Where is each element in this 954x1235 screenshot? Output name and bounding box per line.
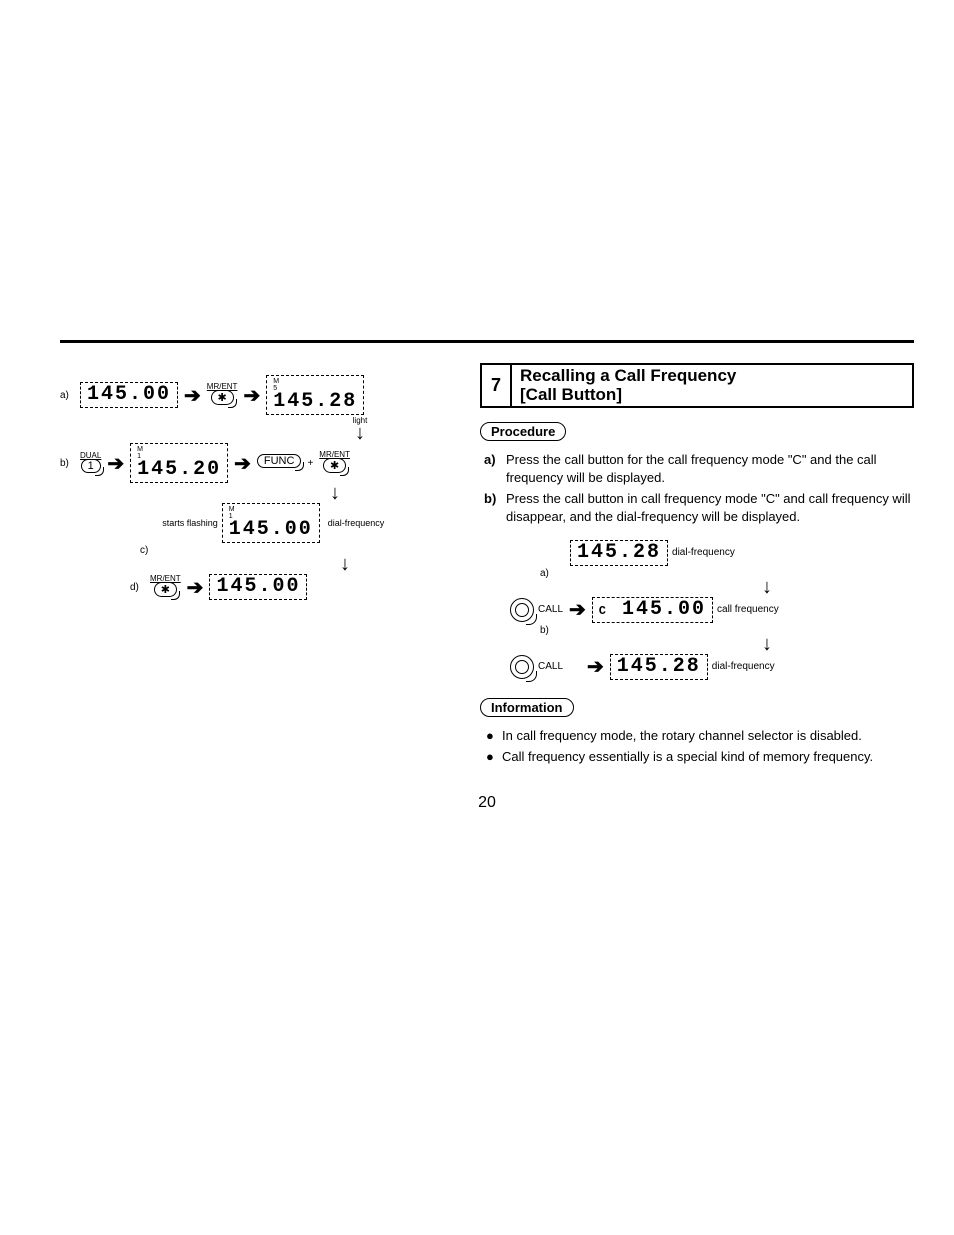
lcd-a1: 145.00 xyxy=(80,382,178,408)
lcd-a2-value: 145.28 xyxy=(273,390,357,413)
top-rule xyxy=(60,340,914,343)
star-button-2: ✱ xyxy=(323,458,346,473)
dial-frequency-label: dial-frequency xyxy=(328,518,385,528)
procedure-item-label: a) xyxy=(484,451,502,486)
information-item-text: Call frequency essentially is a special … xyxy=(502,748,873,766)
arrow-right-icon: ➔ xyxy=(184,383,201,408)
left-row-b: b) DUAL 1 ➔ M1 145.20 ➔ FUNC + MR/ENT ✱ xyxy=(60,443,460,483)
dial-frequency-caption: dial-frequency xyxy=(672,547,735,558)
arrow-right-icon: ➔ xyxy=(234,451,251,476)
dual-button-stack: DUAL 1 xyxy=(80,452,101,475)
one-button: 1 xyxy=(81,459,101,473)
section-title: Recalling a Call Frequency [Call Button] xyxy=(512,365,744,406)
lcd-rd-mid-value: 145.00 xyxy=(622,598,706,621)
knob-icon xyxy=(510,598,534,622)
call-frequency-caption: call frequency xyxy=(717,604,779,615)
left-row-d: d) MR/ENT ✱ ➔ 145.00 xyxy=(130,574,460,600)
step-a-marker: a) xyxy=(540,568,914,579)
step-label-d: d) xyxy=(130,582,146,593)
step-label-c: c) xyxy=(140,545,156,556)
lcd-b-value: 145.20 xyxy=(137,458,221,481)
procedure-list: a) Press the call button for the call fr… xyxy=(480,451,914,525)
information-label: Information xyxy=(480,698,574,717)
two-column-layout: a) 145.00 ➔ MR/ENT ✱ ➔ M5 145.28 light ↓ xyxy=(60,363,914,770)
call-label-2: CALL xyxy=(538,661,563,672)
starts-flashing-label: starts flashing xyxy=(140,518,218,528)
rd-row-top: 145.28 dial-frequency xyxy=(570,540,914,566)
section-header: 7 Recalling a Call Frequency [Call Butto… xyxy=(480,363,914,408)
bullet-icon: ● xyxy=(486,748,496,766)
lcd-a2: M5 145.28 xyxy=(266,375,364,415)
lcd-c: M1 145.00 xyxy=(222,503,320,543)
section-title-line1: Recalling a Call Frequency xyxy=(520,366,736,385)
plus-sign: + xyxy=(307,458,313,469)
left-row-c: starts flashing M1 145.00 dial-frequency xyxy=(60,503,460,543)
procedure-item-label: b) xyxy=(484,490,502,525)
star-button-3: ✱ xyxy=(154,582,177,597)
arrow-right-icon: ➔ xyxy=(243,383,260,408)
procedure-item: b) Press the call button in call frequen… xyxy=(484,490,914,525)
arrow-down-icon: ↓ xyxy=(355,425,365,441)
arrow-right-icon: ➔ xyxy=(107,451,124,476)
knob-icon xyxy=(510,655,534,679)
lcd-rd-bot: 145.28 xyxy=(610,654,708,680)
func-button: FUNC xyxy=(257,454,302,468)
rd-row-bot: CALL ➔ 145.28 dial-frequency xyxy=(510,654,914,680)
lcd-d: 145.00 xyxy=(209,574,307,600)
bullet-icon: ● xyxy=(486,727,496,745)
section-number: 7 xyxy=(482,365,512,406)
mrent-button-stack-3: MR/ENT ✱ xyxy=(150,575,181,599)
procedure-item-text: Press the call button in call frequency … xyxy=(506,490,914,525)
information-item: ● Call frequency essentially is a specia… xyxy=(486,748,914,766)
right-diagram: 145.28 dial-frequency a) ↓ CALL ➔ C 145.… xyxy=(510,540,914,680)
arrow-right-icon: ➔ xyxy=(187,575,204,600)
call-label: CALL xyxy=(538,604,563,615)
mrent-button-stack: MR/ENT ✱ xyxy=(207,383,238,407)
dial-frequency-caption-2: dial-frequency xyxy=(712,661,775,672)
lcd-a1-value: 145.00 xyxy=(87,383,171,406)
step-label-b: b) xyxy=(60,458,76,469)
information-item-text: In call frequency mode, the rotary chann… xyxy=(502,727,862,745)
page-number: 20 xyxy=(60,794,914,812)
arrow-down-icon: ↓ xyxy=(620,579,914,595)
left-row-a: a) 145.00 ➔ MR/ENT ✱ ➔ M5 145.28 xyxy=(60,375,460,415)
arrow-down-icon: ↓ xyxy=(620,636,914,652)
lcd-rd-mid-prefix: C xyxy=(599,604,608,618)
lcd-rd-top: 145.28 xyxy=(570,540,668,566)
star-button: ✱ xyxy=(211,390,234,405)
section-title-line2: [Call Button] xyxy=(520,385,622,404)
right-column: 7 Recalling a Call Frequency [Call Butto… xyxy=(480,363,914,770)
arrow-down-icon: ↓ xyxy=(210,485,460,501)
information-list: ● In call frequency mode, the rotary cha… xyxy=(480,727,914,766)
lcd-b: M1 145.20 xyxy=(130,443,228,483)
step-b-marker: b) xyxy=(540,625,914,636)
lcd-rd-mid: C 145.00 xyxy=(592,597,713,623)
lcd-d-value: 145.00 xyxy=(216,575,300,598)
lcd-c-value: 145.00 xyxy=(229,518,313,541)
lcd-rd-bot-value: 145.28 xyxy=(617,655,701,678)
procedure-item: a) Press the call button for the call fr… xyxy=(484,451,914,486)
arrow-down-icon: ↓ xyxy=(230,556,460,572)
procedure-label: Procedure xyxy=(480,422,566,441)
procedure-item-text: Press the call button for the call frequ… xyxy=(506,451,914,486)
lcd-rd-top-value: 145.28 xyxy=(577,541,661,564)
manual-page: a) 145.00 ➔ MR/ENT ✱ ➔ M5 145.28 light ↓ xyxy=(0,0,954,852)
down-arrow-light: light ↓ xyxy=(260,417,460,441)
information-item: ● In call frequency mode, the rotary cha… xyxy=(486,727,914,745)
arrow-right-icon: ➔ xyxy=(569,597,586,622)
arrow-right-icon: ➔ xyxy=(587,654,604,679)
step-label-a: a) xyxy=(60,390,76,401)
mrent-button-stack-2: MR/ENT ✱ xyxy=(319,451,350,475)
rd-row-mid: CALL ➔ C 145.00 call frequency xyxy=(510,597,914,623)
left-diagram: a) 145.00 ➔ MR/ENT ✱ ➔ M5 145.28 light ↓ xyxy=(60,373,460,770)
